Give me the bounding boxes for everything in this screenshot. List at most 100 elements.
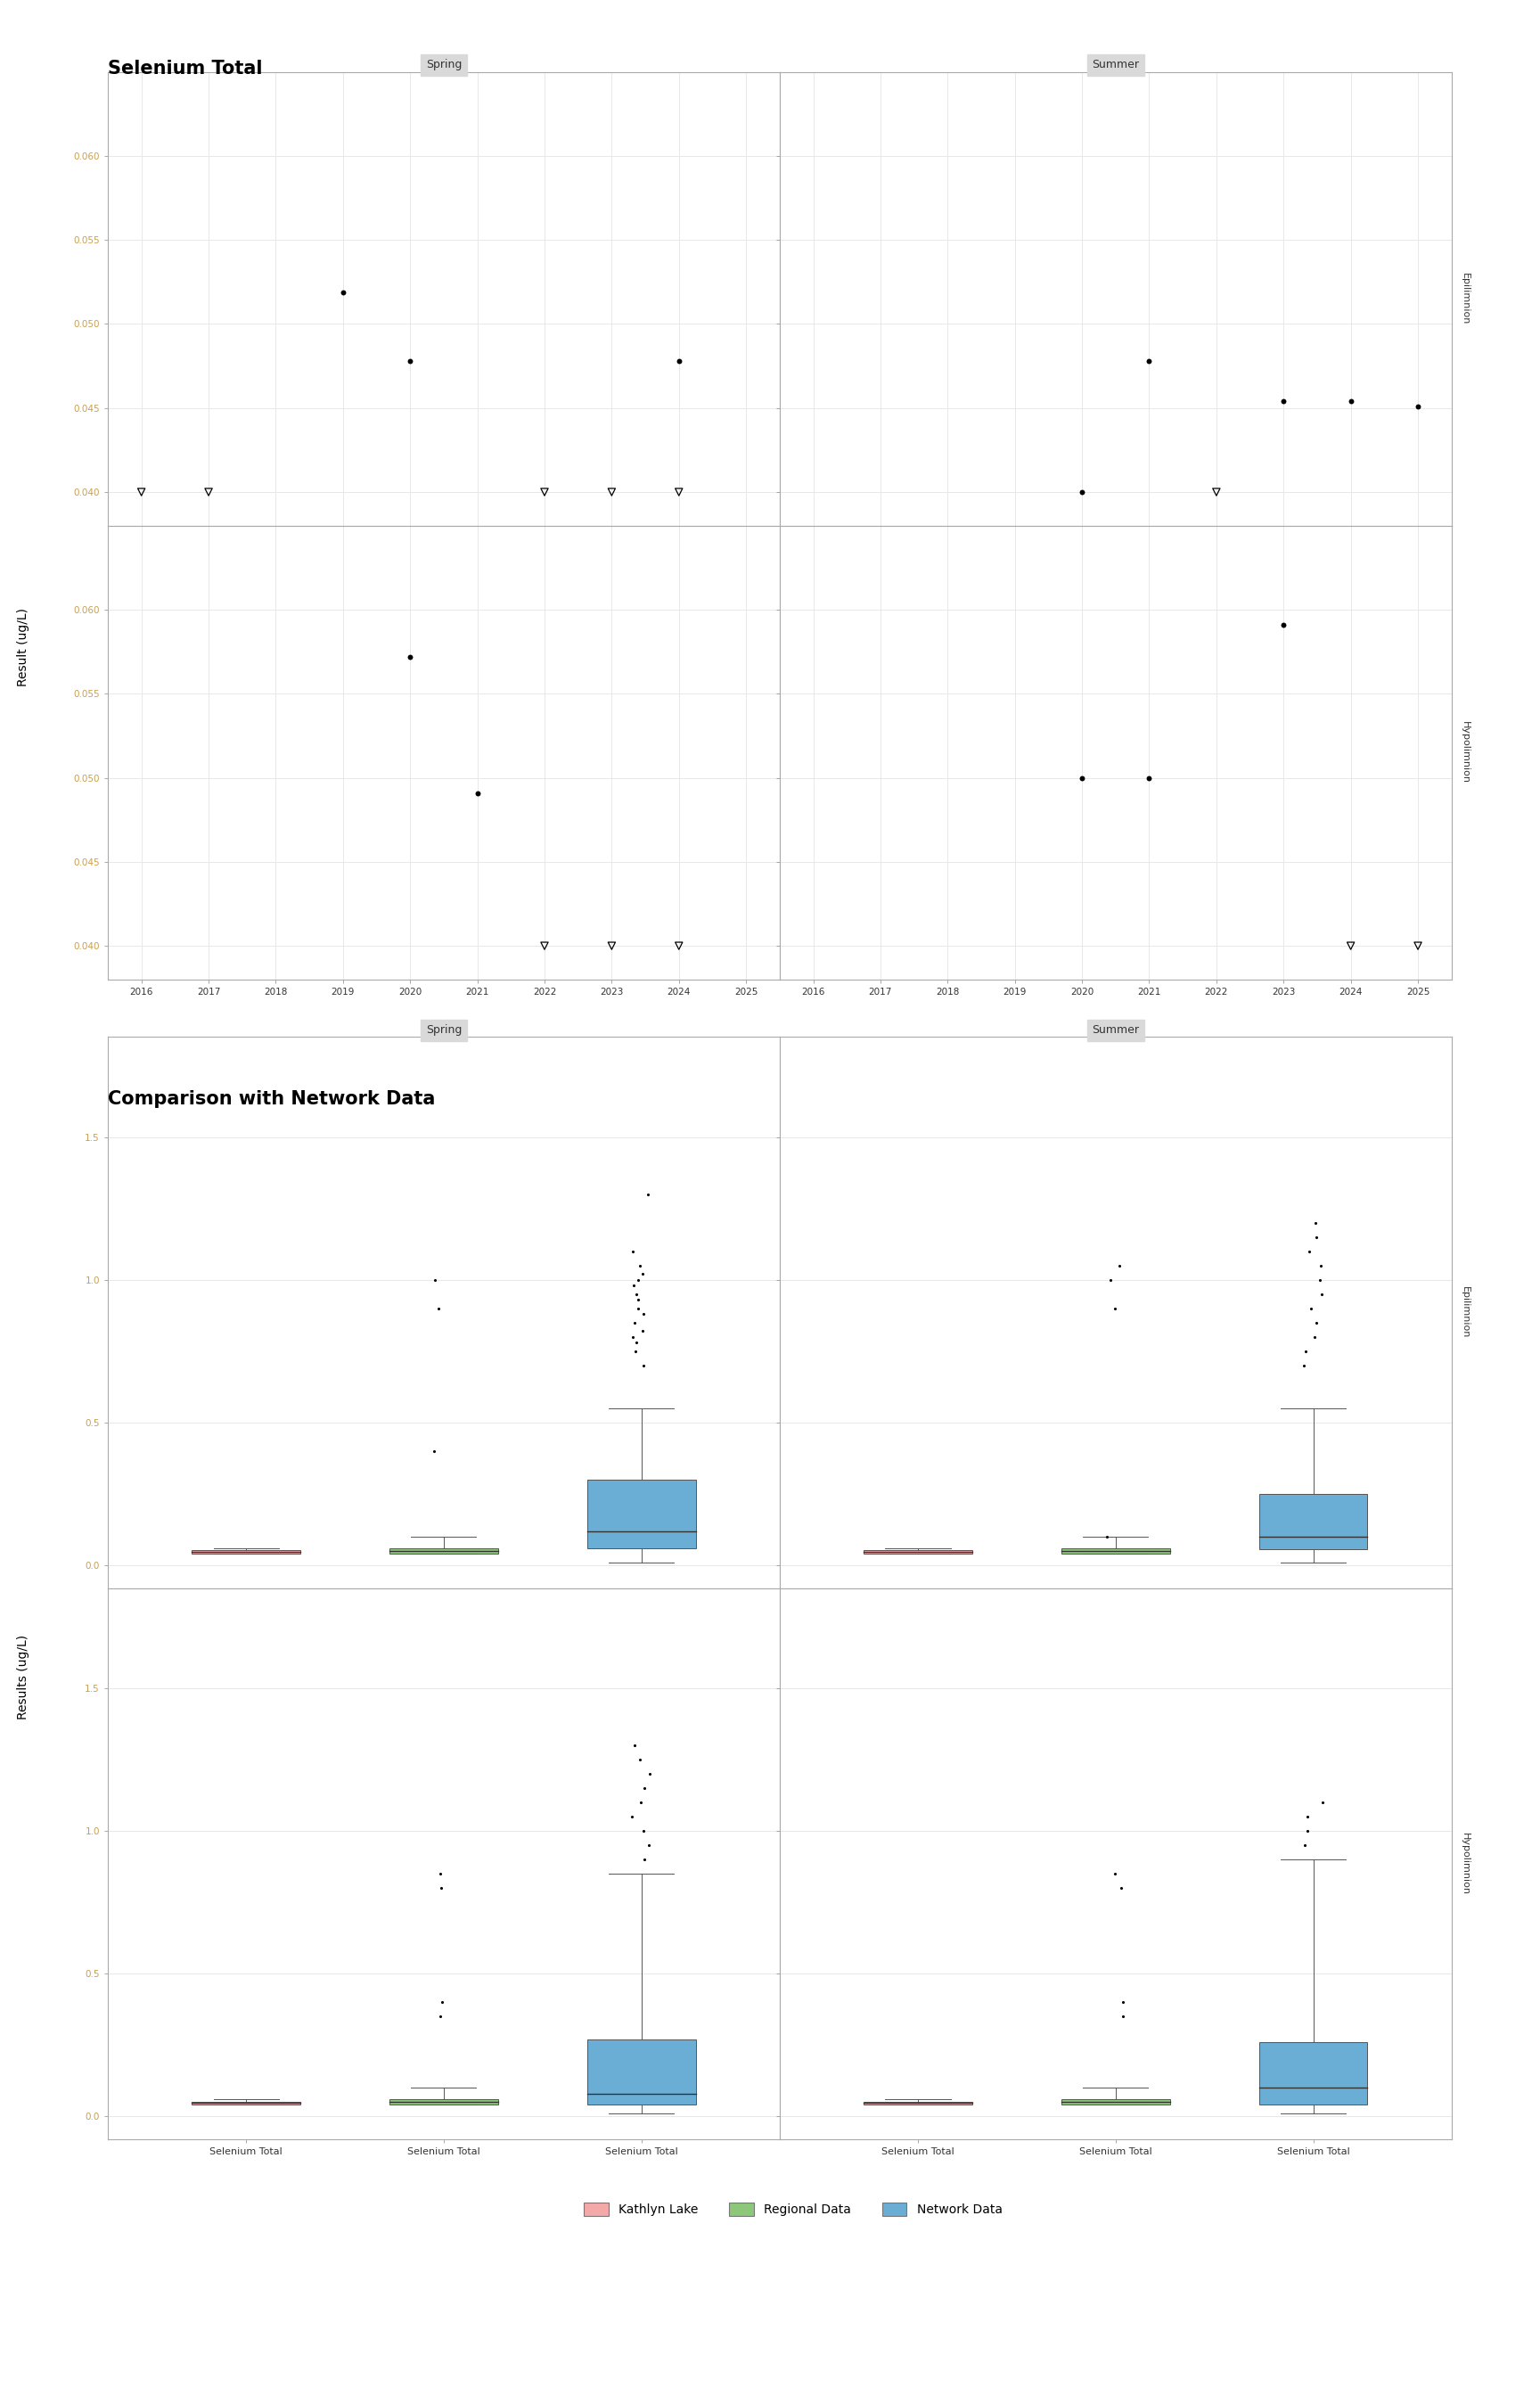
Point xyxy=(667,343,691,381)
Point xyxy=(1406,927,1431,966)
Text: Epilimnion: Epilimnion xyxy=(1460,273,1469,326)
Title: Spring: Spring xyxy=(425,1025,462,1035)
Bar xyxy=(587,2039,696,2106)
Point xyxy=(1101,1998,1126,2037)
Point xyxy=(1204,472,1229,510)
Point xyxy=(639,1256,664,1294)
Point xyxy=(1297,1260,1321,1299)
Point xyxy=(667,472,691,510)
Point xyxy=(633,1313,658,1351)
Legend: Kathlyn Lake, Regional Data, Network Data: Kathlyn Lake, Regional Data, Network Dat… xyxy=(584,2202,1003,2216)
Bar xyxy=(192,1550,300,1555)
Point xyxy=(1304,1289,1329,1327)
Text: Comparison with Network Data: Comparison with Network Data xyxy=(108,1090,436,1107)
Point xyxy=(465,774,490,812)
Point xyxy=(1070,760,1095,798)
Point xyxy=(634,1768,659,1807)
Point xyxy=(599,927,624,966)
Point xyxy=(533,927,557,966)
Point xyxy=(428,1433,453,1471)
Title: Spring: Spring xyxy=(425,60,462,72)
Point xyxy=(1301,1232,1326,1270)
Point xyxy=(1301,1217,1326,1256)
Text: Hypolimnion: Hypolimnion xyxy=(1460,721,1469,783)
Point xyxy=(331,273,356,311)
Point xyxy=(1311,1332,1335,1371)
Title: Summer: Summer xyxy=(1092,1025,1140,1035)
Point xyxy=(1338,381,1363,419)
Bar xyxy=(864,2101,972,2106)
Point xyxy=(1297,1783,1321,1821)
Point xyxy=(1270,606,1295,645)
Point xyxy=(1306,1347,1331,1385)
Point xyxy=(628,1826,653,1864)
Point xyxy=(630,1797,654,1835)
Point xyxy=(630,1739,654,1778)
Text: Result (ug/L): Result (ug/L) xyxy=(17,609,29,685)
Point xyxy=(1301,1275,1326,1313)
Point xyxy=(628,1754,653,1792)
Point xyxy=(1406,388,1431,426)
Point xyxy=(1101,1984,1126,2022)
Point xyxy=(1104,1246,1129,1284)
Point xyxy=(397,343,422,381)
Bar xyxy=(864,1550,972,1555)
Point xyxy=(424,1869,448,1907)
Bar xyxy=(1258,2041,1368,2106)
Point xyxy=(430,1984,454,2022)
Bar xyxy=(587,1481,696,1548)
Point xyxy=(1137,343,1161,381)
Text: Epilimnion: Epilimnion xyxy=(1460,1287,1469,1339)
Bar xyxy=(390,1548,497,1555)
Point xyxy=(625,1294,650,1332)
Point xyxy=(621,1783,645,1821)
Text: Selenium Total: Selenium Total xyxy=(108,60,262,77)
Point xyxy=(625,1811,650,1850)
Point xyxy=(424,1289,448,1327)
Point xyxy=(1098,1260,1123,1299)
Point xyxy=(1070,472,1095,510)
Text: Results (ug/L): Results (ug/L) xyxy=(17,1634,29,1720)
Point xyxy=(1297,1203,1321,1241)
Bar xyxy=(1258,1495,1368,1550)
Point xyxy=(1270,381,1295,419)
Point xyxy=(628,1289,653,1327)
Point xyxy=(1295,1797,1320,1835)
Point xyxy=(1101,1289,1126,1327)
Point xyxy=(428,1998,453,2037)
Bar xyxy=(1061,1548,1170,1555)
Point xyxy=(440,1855,465,1893)
Point xyxy=(1204,498,1229,537)
Text: Hypolimnion: Hypolimnion xyxy=(1460,1833,1469,1895)
Point xyxy=(636,1246,661,1284)
Point xyxy=(1294,1826,1318,1864)
Point xyxy=(619,1840,644,1878)
Point xyxy=(624,1303,648,1342)
Point xyxy=(636,1260,661,1299)
Point xyxy=(196,472,220,510)
Point xyxy=(631,1267,656,1306)
Title: Summer: Summer xyxy=(1092,60,1140,72)
Point xyxy=(599,472,624,510)
Bar xyxy=(390,2099,497,2106)
Point xyxy=(625,1174,650,1212)
Point xyxy=(1306,1303,1331,1342)
Point xyxy=(1101,1869,1126,1907)
Point xyxy=(667,927,691,966)
Point xyxy=(428,1260,453,1299)
Point xyxy=(621,1347,645,1385)
Point xyxy=(533,472,557,510)
Bar xyxy=(1061,2099,1170,2106)
Point xyxy=(397,637,422,676)
Point xyxy=(634,1275,659,1313)
Point xyxy=(621,1725,645,1763)
Point xyxy=(1295,1246,1320,1284)
Point xyxy=(638,1232,662,1270)
Point xyxy=(630,1279,654,1318)
Point xyxy=(627,1323,651,1361)
Point xyxy=(1304,1811,1329,1850)
Point xyxy=(627,1332,651,1371)
Point xyxy=(1107,1855,1132,1893)
Point xyxy=(638,1318,662,1356)
Point xyxy=(1298,1318,1323,1356)
